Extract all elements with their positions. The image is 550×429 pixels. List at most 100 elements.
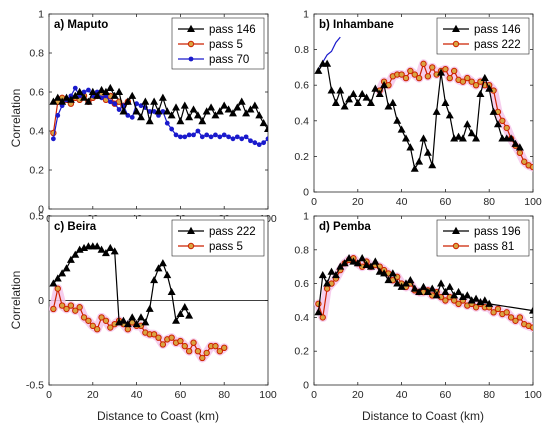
pass-146-point [180, 101, 189, 109]
y-tick-label: -0.5 [26, 380, 44, 392]
pass-81-point [503, 309, 510, 316]
pass-146-point [314, 66, 323, 74]
pass-146-point [207, 103, 216, 111]
pass-146-point [393, 116, 402, 124]
y-tick-label: 0.4 [294, 115, 309, 127]
pass-70-point [261, 140, 267, 146]
pass-222-point [521, 158, 528, 165]
pass-222-point [402, 74, 410, 82]
panel-title: b) Inhambane [319, 19, 394, 31]
pass-196-point [353, 259, 362, 267]
pass-5-point [102, 317, 110, 324]
pass-146-point [323, 59, 332, 67]
pass-146-point [233, 103, 242, 111]
pass-81-point [490, 309, 497, 316]
pass-70-point [178, 134, 183, 140]
y-tick-label: 0.2 [294, 151, 309, 163]
legend-label-pass-222: pass 222 [474, 39, 521, 51]
x-tick-label: 40 [396, 389, 408, 401]
pass-146-point [366, 98, 375, 106]
pass-146-point [66, 95, 75, 103]
pass-146-point [515, 143, 524, 151]
pass-146-point [428, 161, 437, 169]
x-tick-label: 80 [218, 389, 230, 401]
pass-222-point [128, 313, 137, 321]
pass-81-point [323, 285, 331, 292]
pass-222-point [58, 269, 67, 277]
pass-70-point [230, 136, 236, 142]
data-layer [49, 242, 229, 363]
pass-146-point [75, 87, 84, 95]
pass-222-point [446, 74, 453, 82]
x-tick-label: 0 [311, 196, 317, 208]
pass-146-point [62, 93, 71, 101]
pass-222-point [158, 259, 167, 267]
pass-5-point [181, 342, 188, 350]
legend-pass-146-point [187, 24, 195, 32]
legend-label-pass-146: pass 146 [209, 24, 256, 36]
pass-5-point [72, 307, 79, 314]
legend-label-pass-222: pass 222 [209, 226, 256, 238]
pass-146-point [128, 91, 137, 99]
y-tick-label: 0 [38, 204, 44, 216]
pass-146-point [136, 113, 145, 121]
pass-196-point [415, 287, 424, 295]
pass-5-point [54, 285, 61, 292]
pass-70-point [199, 134, 205, 140]
pass-222-point [442, 65, 449, 73]
pass-196-point [358, 254, 367, 262]
pass-196-point [388, 269, 397, 277]
pass-146-point [97, 85, 106, 93]
pass-146-point [264, 124, 268, 132]
pass-196-point [393, 279, 402, 287]
pass-146-point [331, 98, 340, 106]
pass-5-point [124, 326, 132, 333]
pass-5-point [80, 314, 88, 321]
pass-222-point [185, 311, 194, 319]
pass-196-point [480, 296, 489, 304]
pass-196-point [318, 270, 327, 279]
pass-70-point [164, 120, 170, 126]
pass-196-point [445, 282, 454, 290]
pass-222-point [472, 82, 480, 89]
y-tick-label: 0 [303, 187, 309, 199]
x-tick-label: 100 [259, 389, 277, 401]
data-layer [314, 36, 533, 172]
x-tick-label: 0 [46, 389, 52, 401]
pass-81-point [315, 300, 322, 308]
y-tick-label: 1 [303, 9, 309, 21]
pass-81-point [319, 314, 326, 321]
legend-pass-70-point [188, 56, 194, 62]
legend-box [436, 17, 530, 55]
pass-146-point [163, 107, 172, 115]
pass-146-point [349, 89, 358, 98]
pass-222-point [53, 274, 62, 282]
x-tick-label: 100 [524, 389, 542, 401]
pass-222-point [424, 73, 432, 80]
pass-196-point [401, 279, 410, 287]
pass-5-point [216, 348, 224, 355]
pass-146-point [172, 103, 181, 111]
pass-146-point [397, 125, 406, 133]
y-tick-label: 1 [303, 211, 309, 223]
pass-81-point [472, 304, 480, 311]
pass-146-point [84, 97, 93, 105]
pass-146-point [211, 111, 220, 119]
pass-81-point [529, 324, 533, 331]
y-tick-label: 0.6 [294, 278, 309, 290]
legend-box [436, 219, 530, 257]
pass-146-point [185, 113, 194, 121]
pass-196-point [366, 262, 375, 270]
pass-222-point [420, 60, 427, 68]
pass-146-point [336, 86, 345, 94]
pass-5-point [67, 302, 75, 309]
pass-146-point [371, 84, 380, 92]
pass-146-point [158, 93, 167, 101]
pass-146-point [71, 91, 80, 99]
pass-222-point [123, 319, 132, 328]
pass-222-point [106, 243, 115, 252]
y-tick-label: 0 [303, 380, 309, 392]
y-tick-label: 0.5 [29, 211, 44, 223]
